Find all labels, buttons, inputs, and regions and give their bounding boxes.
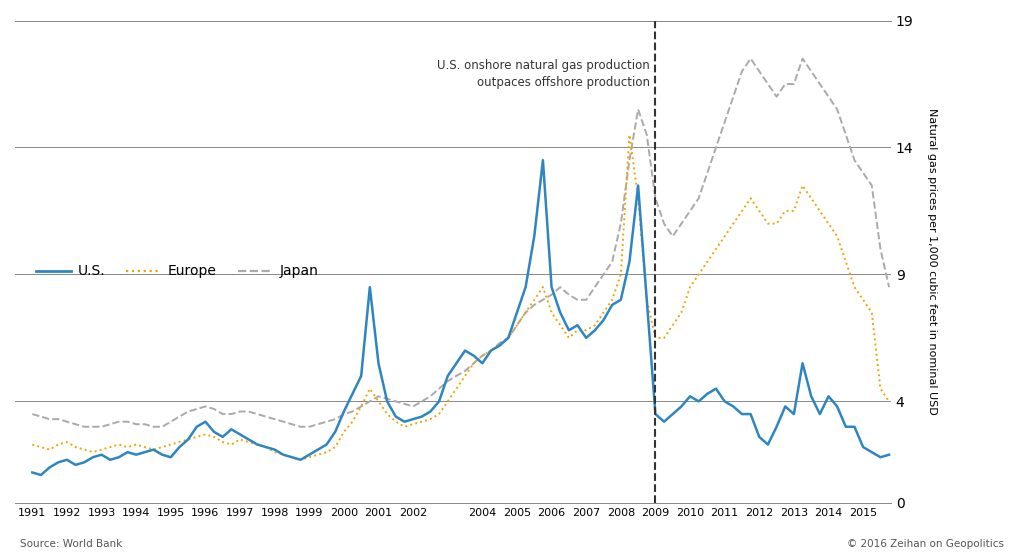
Text: The Shale Advantage: The Shale Advantage [35,54,335,79]
Text: © 2016 Zeihan on Geopolitics: © 2016 Zeihan on Geopolitics [847,539,1004,549]
Legend: U.S., Europe, Japan: U.S., Europe, Japan [31,259,324,284]
Y-axis label: Natural gas prices per 1,000 cubic feet in nominal USD: Natural gas prices per 1,000 cubic feet … [928,108,937,415]
Text: Source: World Bank: Source: World Bank [20,539,123,549]
Text: U.S. onshore natural gas production
outpaces offshore production: U.S. onshore natural gas production outp… [437,59,650,89]
